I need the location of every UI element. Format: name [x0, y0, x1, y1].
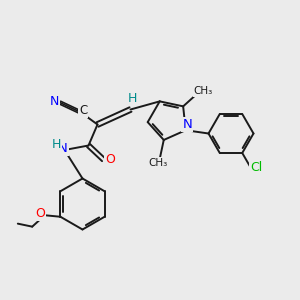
Text: O: O [35, 207, 45, 220]
Text: H: H [127, 92, 137, 105]
Text: CH₃: CH₃ [194, 86, 213, 96]
Text: Cl: Cl [250, 161, 262, 174]
Text: O: O [105, 153, 115, 166]
Text: C: C [79, 104, 88, 118]
Text: N: N [50, 94, 59, 108]
Text: H: H [51, 137, 61, 151]
Text: CH₃: CH₃ [148, 158, 168, 167]
Text: N: N [182, 118, 192, 131]
Text: N: N [58, 142, 68, 155]
